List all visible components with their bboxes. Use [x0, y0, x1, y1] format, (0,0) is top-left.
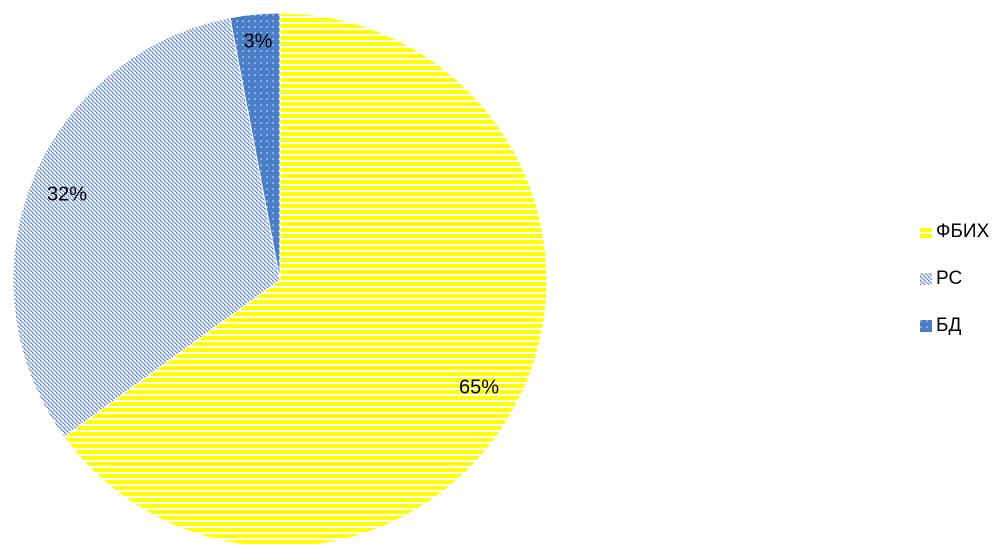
data-label-2: 32%	[47, 183, 87, 205]
pie-data-labels: 65% 32% 3%	[47, 30, 499, 398]
pie-slices	[12, 12, 548, 545]
pie-slice-3	[229, 12, 281, 281]
data-label-3: 3%	[244, 30, 273, 52]
legend-swatch-3	[920, 320, 932, 332]
data-label-1: 65%	[459, 376, 499, 398]
legend-label-1: ФБИХ	[936, 221, 990, 242]
legend-swatch-1	[920, 226, 932, 238]
legend-entry-3: БД	[920, 315, 961, 336]
legend-label-3: БД	[936, 315, 961, 336]
pie-slice-1	[63, 12, 548, 545]
legend-label-2: РС	[936, 268, 962, 289]
pie-slice-2	[12, 17, 281, 438]
legend-entry-1: ФБИХ	[920, 221, 990, 242]
legend-entry-2: РС	[920, 268, 962, 289]
chart-legend: ФБИХ РС БД	[920, 221, 990, 336]
legend-swatch-2	[920, 273, 932, 285]
